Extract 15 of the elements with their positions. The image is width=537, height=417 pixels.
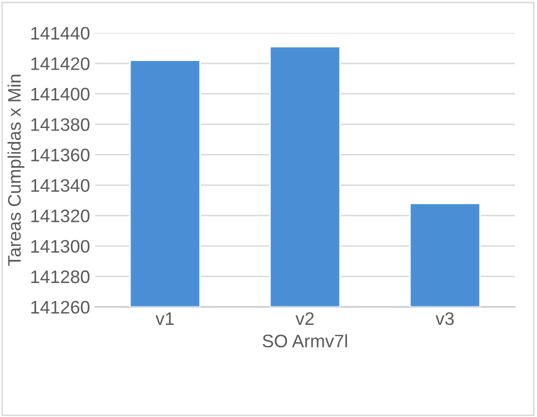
- y-tick-label: 141300: [31, 240, 90, 253]
- y-tick-label: 141360: [31, 148, 90, 162]
- y-tick-label: 141440: [31, 26, 90, 40]
- y-tick-label: 141280: [31, 270, 90, 284]
- y-tick-label: 141380: [31, 118, 90, 131]
- y-axis-title: Tareas Cumplidas x Min: [8, 74, 24, 266]
- x-axis-title: SO Armv7l: [262, 334, 347, 348]
- y-tick-label: 141340: [31, 179, 90, 192]
- y-tick-label: 141320: [31, 210, 90, 222]
- y-tick-label: 141260: [31, 300, 90, 314]
- y-tick-label: 141420: [31, 57, 90, 70]
- x-tick-label: v2: [296, 312, 314, 325]
- x-tick-label: v3: [436, 312, 454, 326]
- x-tick-label: v1: [156, 312, 174, 325]
- y-tick-label: 141400: [31, 88, 90, 101]
